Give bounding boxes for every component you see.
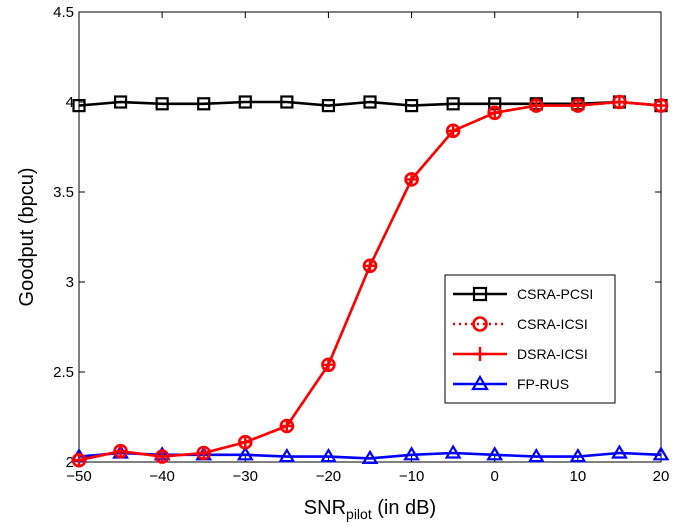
series-line [78, 100, 662, 107]
data-point-circle [487, 105, 503, 121]
legend-item: CSRA-ICSI [453, 316, 588, 332]
data-point-triangle [471, 374, 489, 391]
data-point-square [321, 98, 336, 113]
legend-item: FP-RUS [453, 374, 569, 392]
legend-label: CSRA-PCSI [517, 286, 593, 302]
data-point-circle [653, 98, 669, 113]
data-point-plus [363, 259, 377, 273]
x-tick-label: −30 [233, 468, 258, 485]
data-point-circle [71, 452, 87, 468]
data-point-triangle [444, 444, 462, 459]
data-point-circle [528, 98, 544, 113]
data-point-square [363, 95, 377, 109]
x-tick-label: 20 [653, 468, 670, 485]
x-tick-label: 10 [570, 468, 587, 485]
y-tick-label: 2 [66, 454, 74, 471]
series-csra-icsi [71, 94, 669, 468]
data-point-plus [321, 358, 335, 372]
legend-item: CSRA-PCSI [453, 286, 593, 302]
data-point-triangle [569, 447, 587, 463]
y-tick-label: 4.5 [53, 4, 74, 21]
data-point-triangle [236, 446, 254, 461]
data-point-square [197, 97, 211, 111]
data-point-square [472, 286, 488, 302]
data-point-plus [405, 172, 419, 186]
x-tick-label: −10 [399, 468, 424, 485]
data-point-square [238, 95, 252, 109]
legend-label: DSRA-ICSI [517, 346, 588, 362]
x-tick-label: −50 [66, 468, 91, 485]
data-point-triangle [320, 447, 337, 463]
data-point-circle [404, 172, 419, 187]
data-point-circle [362, 258, 378, 274]
data-point-square [280, 95, 294, 109]
data-point-triangle [652, 446, 670, 461]
x-tick-label: 0 [491, 468, 499, 485]
data-point-circle [113, 443, 128, 459]
data-point-circle [472, 316, 488, 332]
x-axis-label: SNRpilot (in dB) [304, 497, 436, 522]
data-point-square [404, 98, 419, 113]
data-point-circle [612, 94, 627, 110]
data-point-circle [237, 434, 253, 450]
data-point-triangle [486, 446, 504, 461]
legend-label: CSRA-ICSI [517, 316, 588, 332]
y-axis-label: Goodput (bpcu) [16, 168, 38, 307]
data-point-circle [570, 98, 586, 113]
y-tick-label: 2.5 [53, 364, 74, 381]
data-point-circle [196, 445, 212, 461]
legend-item: DSRA-ICSI [453, 346, 588, 362]
x-tick-label: −40 [149, 468, 174, 485]
x-tick-label: −20 [316, 468, 341, 485]
data-point-square [72, 98, 86, 113]
data-point-triangle [611, 444, 628, 459]
y-tick-label: 3.5 [53, 184, 74, 201]
data-point-plus [446, 124, 460, 138]
y-tick-label: 4 [66, 94, 74, 111]
data-point-circle [279, 418, 295, 434]
data-point-triangle [403, 446, 420, 461]
data-point-square [113, 95, 128, 109]
data-point-plus [473, 347, 487, 361]
data-point-plus [280, 419, 294, 433]
data-point-square [155, 97, 169, 111]
data-point-triangle [278, 447, 296, 463]
data-point-triangle [527, 447, 545, 463]
data-point-circle [321, 357, 336, 373]
data-point-circle [445, 123, 461, 139]
data-point-circle [154, 449, 170, 464]
data-point-square [446, 97, 460, 111]
legend: CSRA-PCSI CSRA-ICSI DSRA-ICSI FP-RUS [444, 274, 616, 404]
data-point-triangle [361, 449, 379, 464]
legend-label: FP-RUS [517, 376, 569, 392]
y-tick-label: 3 [66, 274, 74, 291]
